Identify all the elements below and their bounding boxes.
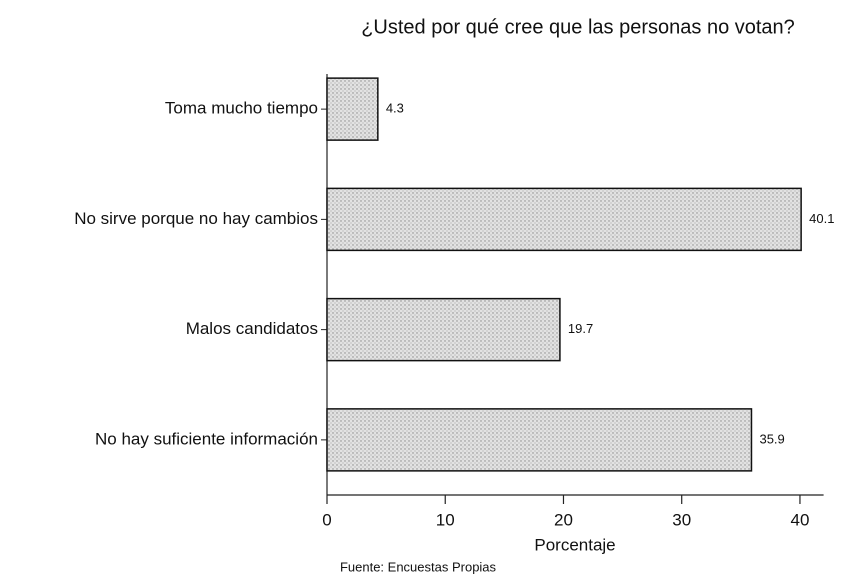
value-label: 19.7 [568,321,593,336]
y-tick-label: Toma mucho tiempo [165,99,318,118]
x-tick-label: 30 [672,510,691,529]
x-tick-label: 0 [322,510,331,529]
x-tick-label: 10 [436,510,455,529]
chart-title: ¿Usted por qué cree que las personas no … [361,16,795,38]
bar [326,408,753,472]
y-tick-label: No hay suficiente información [95,429,318,448]
value-label: 4.3 [386,101,404,116]
x-tick-label: 40 [790,510,809,529]
bar [326,77,379,141]
y-tick-label: Malos candidatos [186,319,318,338]
x-tick-label: 20 [554,510,573,529]
y-tick-label: No sirve porque no hay cambios [74,209,318,228]
value-label: 40.1 [809,211,834,226]
value-label: 35.9 [759,431,784,446]
source: Fuente: Encuestas Propias [340,559,497,574]
x-axis-label: Porcentaje [534,535,615,554]
bar [326,297,561,362]
bar [326,187,802,252]
